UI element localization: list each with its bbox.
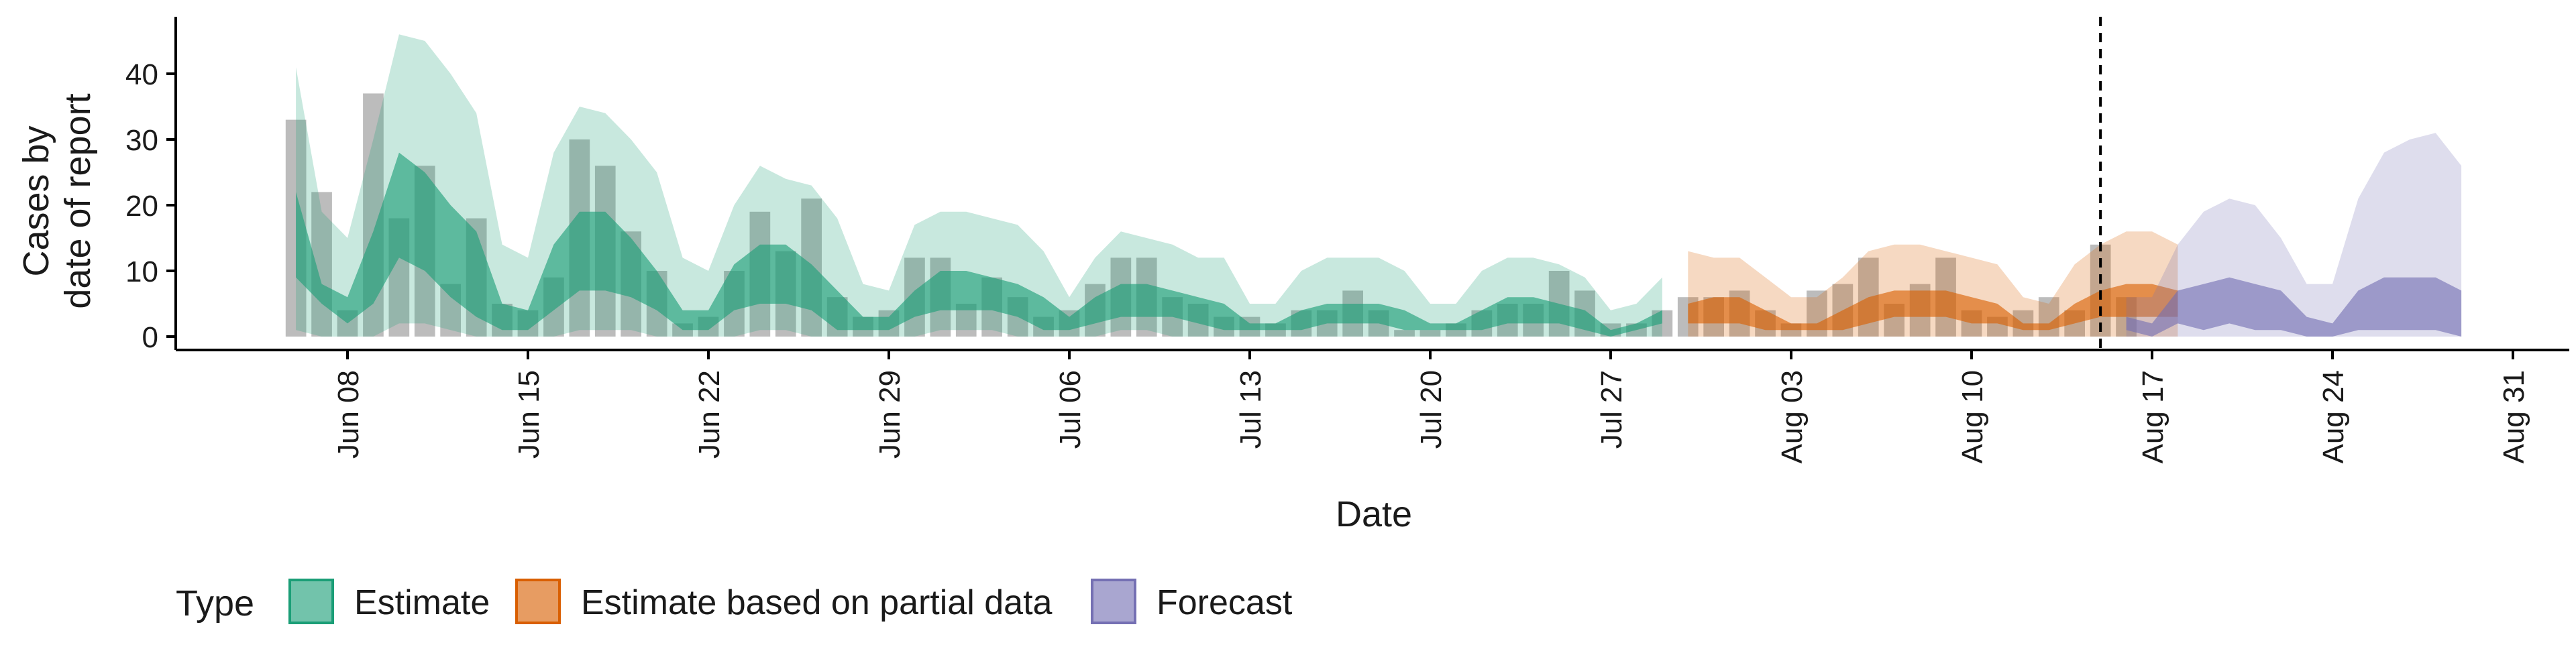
legend-swatch-partial-estimate bbox=[515, 579, 561, 624]
estimate-bands bbox=[296, 34, 2462, 337]
legend-item-estimate: Estimate bbox=[288, 579, 490, 624]
legend-swatch-forecast bbox=[1091, 579, 1136, 624]
x-tick-label: Jul 13 bbox=[1234, 370, 1267, 449]
x-tick-label: Jun 08 bbox=[332, 370, 365, 459]
x-tick-label: Jun 15 bbox=[513, 370, 545, 459]
legend-swatch-estimate bbox=[288, 579, 334, 624]
legend-label-estimate: Estimate bbox=[354, 583, 490, 622]
reported-cases-bar bbox=[1394, 330, 1415, 337]
x-tick-label: Jun 22 bbox=[693, 370, 726, 459]
legend: Type Estimate Estimate based on partial … bbox=[176, 579, 1293, 624]
forecast-50-interval bbox=[2126, 277, 2462, 337]
x-tick-label: Jul 20 bbox=[1415, 370, 1448, 449]
y-tick-label: 20 bbox=[125, 190, 158, 223]
legend-item-forecast: Forecast bbox=[1091, 579, 1293, 624]
x-axis-label: Date bbox=[1336, 494, 1412, 534]
legend-label-forecast: Forecast bbox=[1157, 583, 1293, 622]
legend-label-partial-estimate: Estimate based on partial data bbox=[581, 583, 1053, 622]
axes: 0 10 20 30 40 Jun 08 Jun 15 Jun 22 Jun 29 Jul 06 J… bbox=[125, 17, 2569, 463]
x-tick-label: Aug 10 bbox=[1956, 370, 1989, 463]
x-tick-label: Aug 17 bbox=[2137, 370, 2169, 463]
estimate-based-on-partial-data-50-interval bbox=[1688, 284, 2178, 331]
legend-item-partial: Estimate based on partial data bbox=[515, 579, 1053, 624]
reported-cases-bar bbox=[1419, 330, 1441, 337]
y-axis-label-line-1: Cases by bbox=[16, 125, 56, 276]
y-tick-label: 0 bbox=[142, 321, 158, 354]
estimate-50-interval bbox=[296, 152, 1662, 337]
legend-title: Type bbox=[176, 583, 254, 624]
estimate-based-on-partial-data-90-interval bbox=[1688, 231, 2178, 337]
x-tick-label: Aug 03 bbox=[1776, 370, 1809, 463]
y-tick-label: 30 bbox=[125, 124, 158, 157]
y-tick-label: 10 bbox=[125, 255, 158, 288]
x-tick-label: Jul 06 bbox=[1054, 370, 1087, 449]
y-axis-label-line-2: date of report bbox=[58, 93, 98, 308]
y-tick-label: 40 bbox=[125, 58, 158, 91]
x-tick-label: Jun 29 bbox=[873, 370, 906, 459]
x-tick-label: Jul 27 bbox=[1595, 370, 1628, 449]
x-tick-label: Aug 31 bbox=[2498, 370, 2530, 463]
x-tick-label: Aug 24 bbox=[2317, 370, 2350, 463]
